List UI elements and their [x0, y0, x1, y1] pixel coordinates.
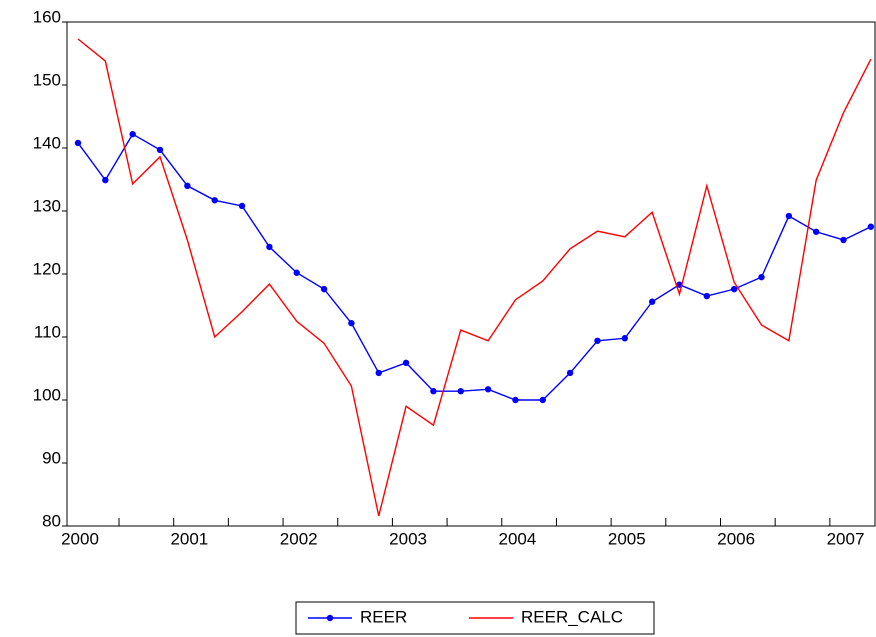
- y-tick-label: 140: [33, 133, 61, 152]
- series-point: [156, 146, 164, 154]
- x-tick-label: 2002: [280, 529, 318, 548]
- series-point: [484, 386, 492, 393]
- series-point: [594, 337, 601, 344]
- y-tick-label: 130: [33, 196, 61, 215]
- series-point: [320, 285, 328, 293]
- series-point: [375, 369, 382, 377]
- series-point: [621, 335, 628, 342]
- y-tick-label: 100: [33, 385, 61, 404]
- series-point: [512, 396, 519, 404]
- y-tick-label: 160: [33, 7, 61, 26]
- series-point: [703, 292, 711, 300]
- x-tick-label: 2005: [608, 529, 646, 548]
- series-point: [785, 212, 793, 220]
- series-point: [184, 182, 191, 189]
- series-point: [129, 130, 136, 138]
- series-point: [430, 387, 437, 395]
- series-point: [840, 236, 847, 244]
- series-point: [293, 269, 300, 276]
- plot-frame: [66, 21, 876, 527]
- series-point: [102, 176, 109, 184]
- series-point: [402, 359, 410, 367]
- x-tick-label: 2006: [717, 529, 755, 548]
- x-tick-label: 2001: [170, 529, 208, 548]
- series-point: [758, 273, 765, 281]
- x-tick-label: 2004: [499, 529, 537, 548]
- series-point: [74, 139, 82, 147]
- x-tick-label: 2007: [827, 529, 865, 548]
- series-point: [867, 223, 875, 230]
- series-point: [238, 202, 246, 210]
- series-point: [211, 197, 218, 204]
- y-tick-label: 120: [33, 259, 61, 278]
- series-line: [77, 38, 872, 517]
- y-tick-label: 150: [33, 70, 61, 89]
- legend-label: REER: [360, 607, 407, 626]
- series-point: [348, 319, 355, 327]
- y-tick-label: 90: [42, 448, 61, 467]
- series-line: [77, 133, 872, 401]
- legend-marker: [326, 614, 334, 622]
- legend-label: REER_CALC: [521, 607, 623, 626]
- series-point: [539, 396, 546, 404]
- x-tick-label: 2000: [61, 529, 99, 548]
- series-point: [266, 243, 273, 251]
- y-tick-label: 110: [34, 322, 61, 341]
- x-tick-label: 2003: [389, 529, 427, 548]
- series-point: [812, 228, 820, 235]
- series-point: [648, 298, 656, 305]
- series-point: [730, 285, 738, 293]
- series-point: [566, 369, 574, 377]
- series-point: [457, 387, 464, 395]
- y-tick-label: 80: [42, 511, 61, 530]
